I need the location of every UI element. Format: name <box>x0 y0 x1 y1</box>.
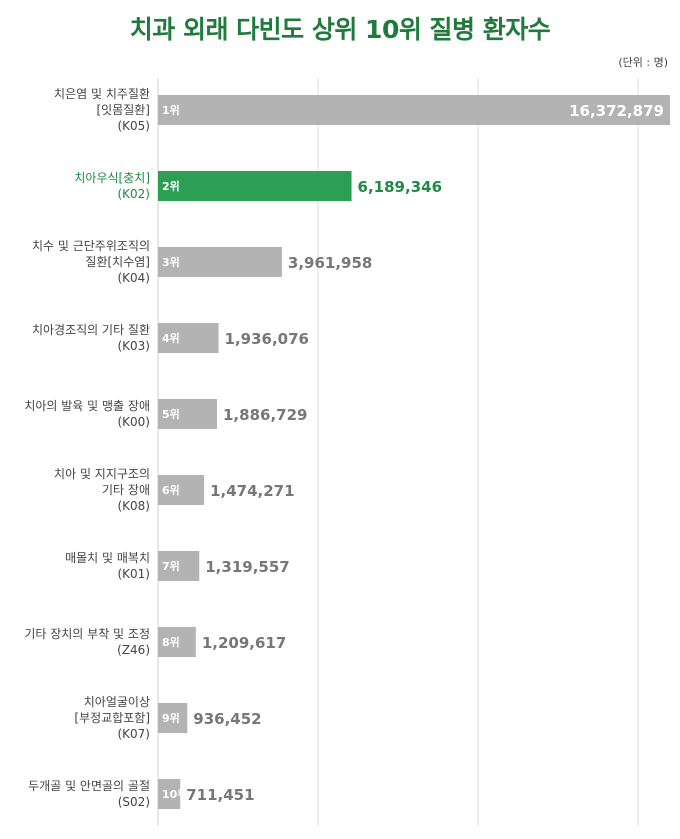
value-label: 1,319,557 <box>205 558 289 576</box>
value-label: 711,451 <box>186 786 254 804</box>
rank-label: 3위 <box>162 256 180 269</box>
rank-label: 8위 <box>162 636 180 649</box>
bar <box>158 95 670 125</box>
value-label: 1,209,617 <box>202 634 286 652</box>
category-label: 두개골 및 안면골의 골절 <box>28 779 150 793</box>
category-label: (K00) <box>117 415 150 429</box>
category-label: 기타 장애 <box>102 483 150 497</box>
category-label: 치수 및 근단주위조직의 <box>32 239 150 253</box>
category-label: (K01) <box>117 567 150 581</box>
rank-label: 4위 <box>162 332 180 345</box>
bar <box>158 627 196 657</box>
category-label: (K05) <box>117 119 150 133</box>
rank-label: 5위 <box>162 408 180 421</box>
unit-label: (단위 : 명) <box>618 56 668 69</box>
value-label: 1,474,271 <box>210 482 294 500</box>
category-label: 치아 및 지지구조의 <box>54 467 150 481</box>
category-label: (Z46) <box>117 643 150 657</box>
rank-label: 1위 <box>162 104 180 117</box>
category-label: (S02) <box>118 795 150 809</box>
category-label: (K08) <box>117 499 150 513</box>
category-label: 치아얼굴이상 <box>84 695 150 709</box>
category-label: (K02) <box>117 187 150 201</box>
category-label: 치은염 및 치주질환 <box>54 87 150 101</box>
bar <box>158 247 282 277</box>
rank-label: 7위 <box>162 560 180 573</box>
category-label: (K03) <box>117 339 150 353</box>
category-label: (K07) <box>117 727 150 741</box>
category-label: 치아우식[충치] <box>74 171 150 185</box>
rank-label: 6위 <box>162 484 180 497</box>
bar <box>158 399 218 429</box>
chart-title: 치과 외래 다빈도 상위 10위 질병 환자수 <box>129 15 551 44</box>
value-label: 6,189,346 <box>358 178 442 196</box>
bar <box>158 551 200 581</box>
rank-label: 2위 <box>162 180 180 193</box>
category-label: 기타 장치의 부착 및 조정 <box>24 627 150 641</box>
bar <box>158 475 205 505</box>
bar <box>158 703 188 733</box>
category-label: [잇몸질환] <box>96 103 150 117</box>
category-label: 매몰치 및 매복치 <box>65 551 150 565</box>
rank-label: 10위 <box>162 788 187 801</box>
value-label: 1,886,729 <box>223 406 307 424</box>
value-label: 16,372,879 <box>569 102 664 120</box>
category-label: [부정교합포함] <box>74 711 150 725</box>
category-label: (K04) <box>117 271 150 285</box>
category-label: 질환[치수염] <box>85 255 150 269</box>
value-label: 1,936,076 <box>225 330 309 348</box>
bar <box>158 323 219 353</box>
value-label: 3,961,958 <box>288 254 372 272</box>
bar <box>158 779 181 809</box>
category-label: 치아경조직의 기타 질환 <box>32 323 150 337</box>
category-label: 치아의 발육 및 맹출 장애 <box>24 399 150 413</box>
bar <box>158 171 352 201</box>
value-label: 936,452 <box>193 710 261 728</box>
rank-label: 9위 <box>162 712 180 725</box>
